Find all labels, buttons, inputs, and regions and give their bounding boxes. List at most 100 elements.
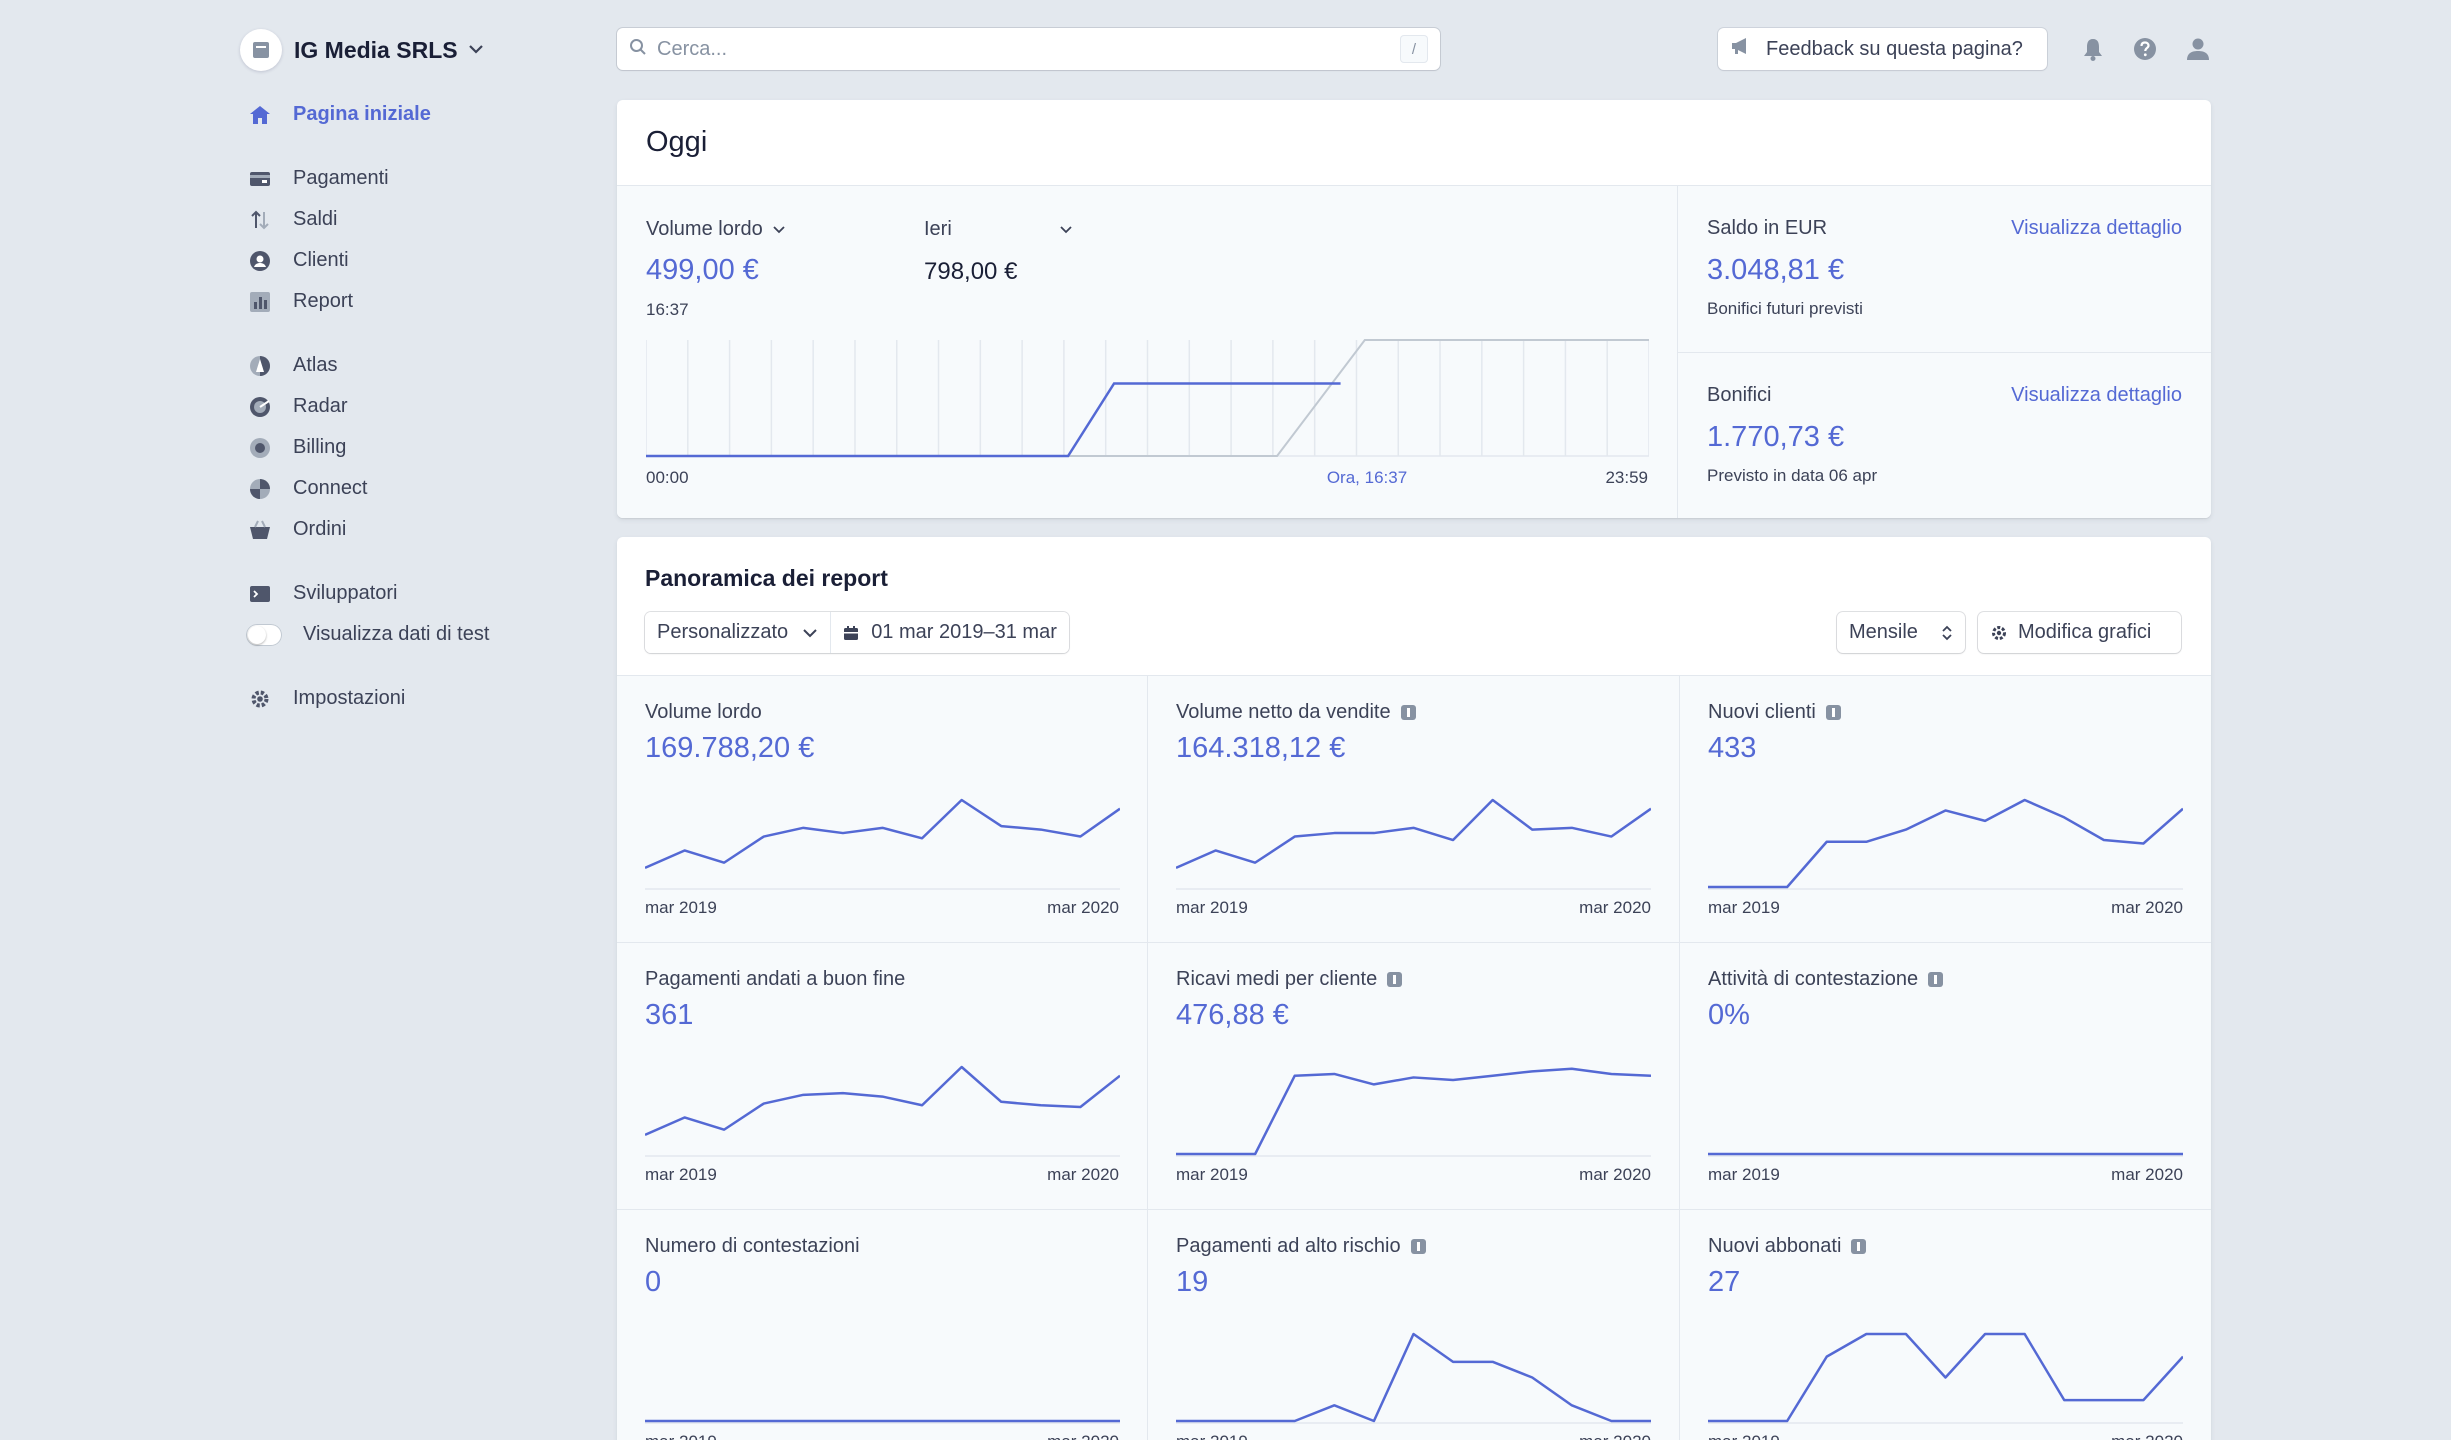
axis-end-label: mar 2020 bbox=[1579, 898, 1651, 917]
info-icon[interactable] bbox=[1928, 971, 1944, 987]
nav-label: Clienti bbox=[293, 249, 349, 271]
search-bar[interactable]: / bbox=[617, 28, 1440, 70]
search-input[interactable] bbox=[657, 37, 1400, 61]
tile-label: Pagamenti ad alto rischio bbox=[1176, 1234, 1651, 1258]
tile-value: 433 bbox=[1708, 732, 1757, 764]
tile-value: 361 bbox=[645, 999, 694, 1031]
axis-start-label: mar 2019 bbox=[1176, 1165, 1248, 1184]
tile-title: Attività di contestazione bbox=[1708, 967, 1919, 990]
nav-group: Impostazioni bbox=[240, 678, 600, 719]
nav-label: Radar bbox=[293, 395, 348, 417]
report-tile[interactable]: Nuovi clienti 433 mar 2019 mar 2020 bbox=[1680, 676, 2211, 943]
nav-label: Saldi bbox=[293, 208, 338, 230]
bell-icon[interactable] bbox=[2080, 36, 2106, 62]
info-icon[interactable] bbox=[1851, 1238, 1867, 1254]
compare-selector[interactable]: Ieri bbox=[924, 218, 1072, 241]
chevron-down-icon bbox=[773, 225, 785, 233]
axis-start-label: mar 2019 bbox=[1176, 1432, 1248, 1440]
tile-sparkline bbox=[645, 1419, 1120, 1424]
metric-selector[interactable]: Volume lordo bbox=[646, 218, 785, 241]
nav-settings[interactable]: Impostazioni bbox=[240, 678, 600, 719]
sparkline-series bbox=[1708, 1332, 2183, 1423]
nav-billing[interactable]: Billing bbox=[240, 427, 600, 468]
search-icon bbox=[629, 38, 647, 61]
report-tile[interactable]: Numero di contestazioni 0 mar 2019 mar 2020 bbox=[617, 1210, 1148, 1440]
user-icon[interactable] bbox=[2185, 36, 2211, 62]
nav-radar[interactable]: Radar bbox=[240, 386, 600, 427]
report-tile[interactable]: Attività di contestazione 0% mar 2019 mar 2… bbox=[1680, 943, 2211, 1210]
edit-charts-button[interactable]: Modifica grafici bbox=[1978, 612, 2181, 653]
feedback-button[interactable]: Feedback su questa pagina? bbox=[1718, 28, 2047, 70]
tile-label: Volume netto da vendite bbox=[1176, 700, 1651, 724]
nav-orders[interactable]: Ordini bbox=[240, 509, 600, 550]
nav-balances[interactable]: Saldi bbox=[240, 199, 600, 240]
sparkline-series bbox=[1176, 798, 1651, 870]
tile-title: Nuovi abbonati bbox=[1708, 1234, 1842, 1257]
tile-value: 19 bbox=[1176, 1266, 1209, 1298]
nav-label: Pagamenti bbox=[293, 167, 389, 189]
axis-start-label: mar 2019 bbox=[1708, 1165, 1780, 1184]
nav-atlas[interactable]: Atlas bbox=[240, 345, 600, 386]
nav-label: Atlas bbox=[293, 354, 338, 376]
nav-label: Sviluppatori bbox=[293, 582, 398, 604]
tile-value: 0% bbox=[1708, 999, 1750, 1031]
tile-title: Volume netto da vendite bbox=[1176, 700, 1391, 723]
nav-reports[interactable]: Report bbox=[240, 281, 600, 322]
nav-test-data[interactable]: Visualizza dati di test bbox=[240, 614, 600, 655]
balance-details-link[interactable]: Visualizza dettaglio bbox=[2011, 217, 2182, 239]
nav-label: Report bbox=[293, 290, 354, 312]
test-data-toggle[interactable] bbox=[246, 623, 282, 646]
report-tile[interactable]: Volume lordo 169.788,20 € mar 2019 mar 2020 bbox=[617, 676, 1148, 943]
nav-payments[interactable]: Pagamenti bbox=[240, 158, 600, 199]
tile-sparkline bbox=[1176, 798, 1651, 890]
balance-subtext: Bonifici futuri previsti bbox=[1707, 299, 1863, 318]
report-tile[interactable]: Pagamenti andati a buon fine 361 mar 2019 m… bbox=[617, 943, 1148, 1210]
tile-title: Pagamenti ad alto rischio bbox=[1176, 1234, 1401, 1257]
payouts-details-link[interactable]: Visualizza dettaglio bbox=[2011, 384, 2182, 406]
home-icon bbox=[248, 103, 272, 127]
report-header: Panoramica dei report Personalizzato 01 … bbox=[617, 537, 2211, 676]
report-tile[interactable]: Ricavi medi per cliente 476,88 € mar 2019 m… bbox=[1148, 943, 1680, 1210]
tile-axis: mar 2019 mar 2020 bbox=[645, 1432, 1119, 1440]
report-tile[interactable]: Volume netto da vendite 164.318,12 € mar 2… bbox=[1148, 676, 1680, 943]
tile-axis: mar 2019 mar 2020 bbox=[1708, 1165, 2183, 1185]
axis-start-label: mar 2019 bbox=[645, 1165, 717, 1184]
connect-icon bbox=[248, 477, 272, 501]
help-icon[interactable] bbox=[2132, 36, 2158, 62]
gear-icon bbox=[1992, 625, 2006, 640]
period-select[interactable]: Mensile bbox=[1837, 612, 1965, 653]
account-switcher[interactable]: IG Media SRLS bbox=[240, 28, 600, 72]
info-icon[interactable] bbox=[1387, 971, 1403, 987]
range-type-select[interactable]: Personalizzato bbox=[645, 612, 832, 653]
current-time: 16:37 bbox=[646, 300, 689, 319]
report-tile[interactable]: Nuovi abbonati 27 mar 2019 mar 2020 bbox=[1680, 1210, 2211, 1440]
date-range-picker[interactable]: 01 mar 2019–31 mar bbox=[831, 612, 1069, 653]
tile-axis: mar 2019 mar 2020 bbox=[1708, 898, 2183, 918]
chevron-down-icon bbox=[468, 41, 484, 59]
basket-icon bbox=[248, 518, 272, 542]
account-name: IG Media SRLS bbox=[294, 36, 458, 63]
info-icon[interactable] bbox=[1825, 704, 1841, 720]
nav-label: Visualizza dati di test bbox=[303, 623, 490, 645]
axis-end-label: mar 2020 bbox=[2111, 1165, 2183, 1184]
nav-developers[interactable]: Sviluppatori bbox=[240, 573, 600, 614]
nav-connect[interactable]: Connect bbox=[240, 468, 600, 509]
today-chart-panel: Volume lordo Ieri 499,00 € 798,00 € 16:3… bbox=[617, 186, 1678, 518]
tile-axis: mar 2019 mar 2020 bbox=[1176, 1165, 1651, 1185]
info-icon[interactable] bbox=[1400, 704, 1416, 720]
nav-home[interactable]: Pagina iniziale bbox=[240, 94, 600, 135]
calendar-icon bbox=[844, 625, 859, 640]
updown-chevron-icon bbox=[1942, 625, 1952, 640]
nav-customers[interactable]: Clienti bbox=[240, 240, 600, 281]
axis-start-label: mar 2019 bbox=[645, 1432, 717, 1440]
axis-now-label: Ora, 16:37 bbox=[1326, 468, 1408, 487]
chevron-down-icon bbox=[1060, 225, 1072, 233]
nav-group: Pagamenti Saldi Clienti Report bbox=[240, 158, 600, 322]
axis-start-label: mar 2019 bbox=[1176, 898, 1248, 917]
nav-group: Atlas Radar Billing Connect Ordini bbox=[240, 345, 600, 550]
sparkline-series bbox=[645, 798, 1120, 870]
info-icon[interactable] bbox=[1410, 1238, 1426, 1254]
axis-start-label: mar 2019 bbox=[1708, 1432, 1780, 1440]
tile-value: 27 bbox=[1708, 1266, 1741, 1298]
